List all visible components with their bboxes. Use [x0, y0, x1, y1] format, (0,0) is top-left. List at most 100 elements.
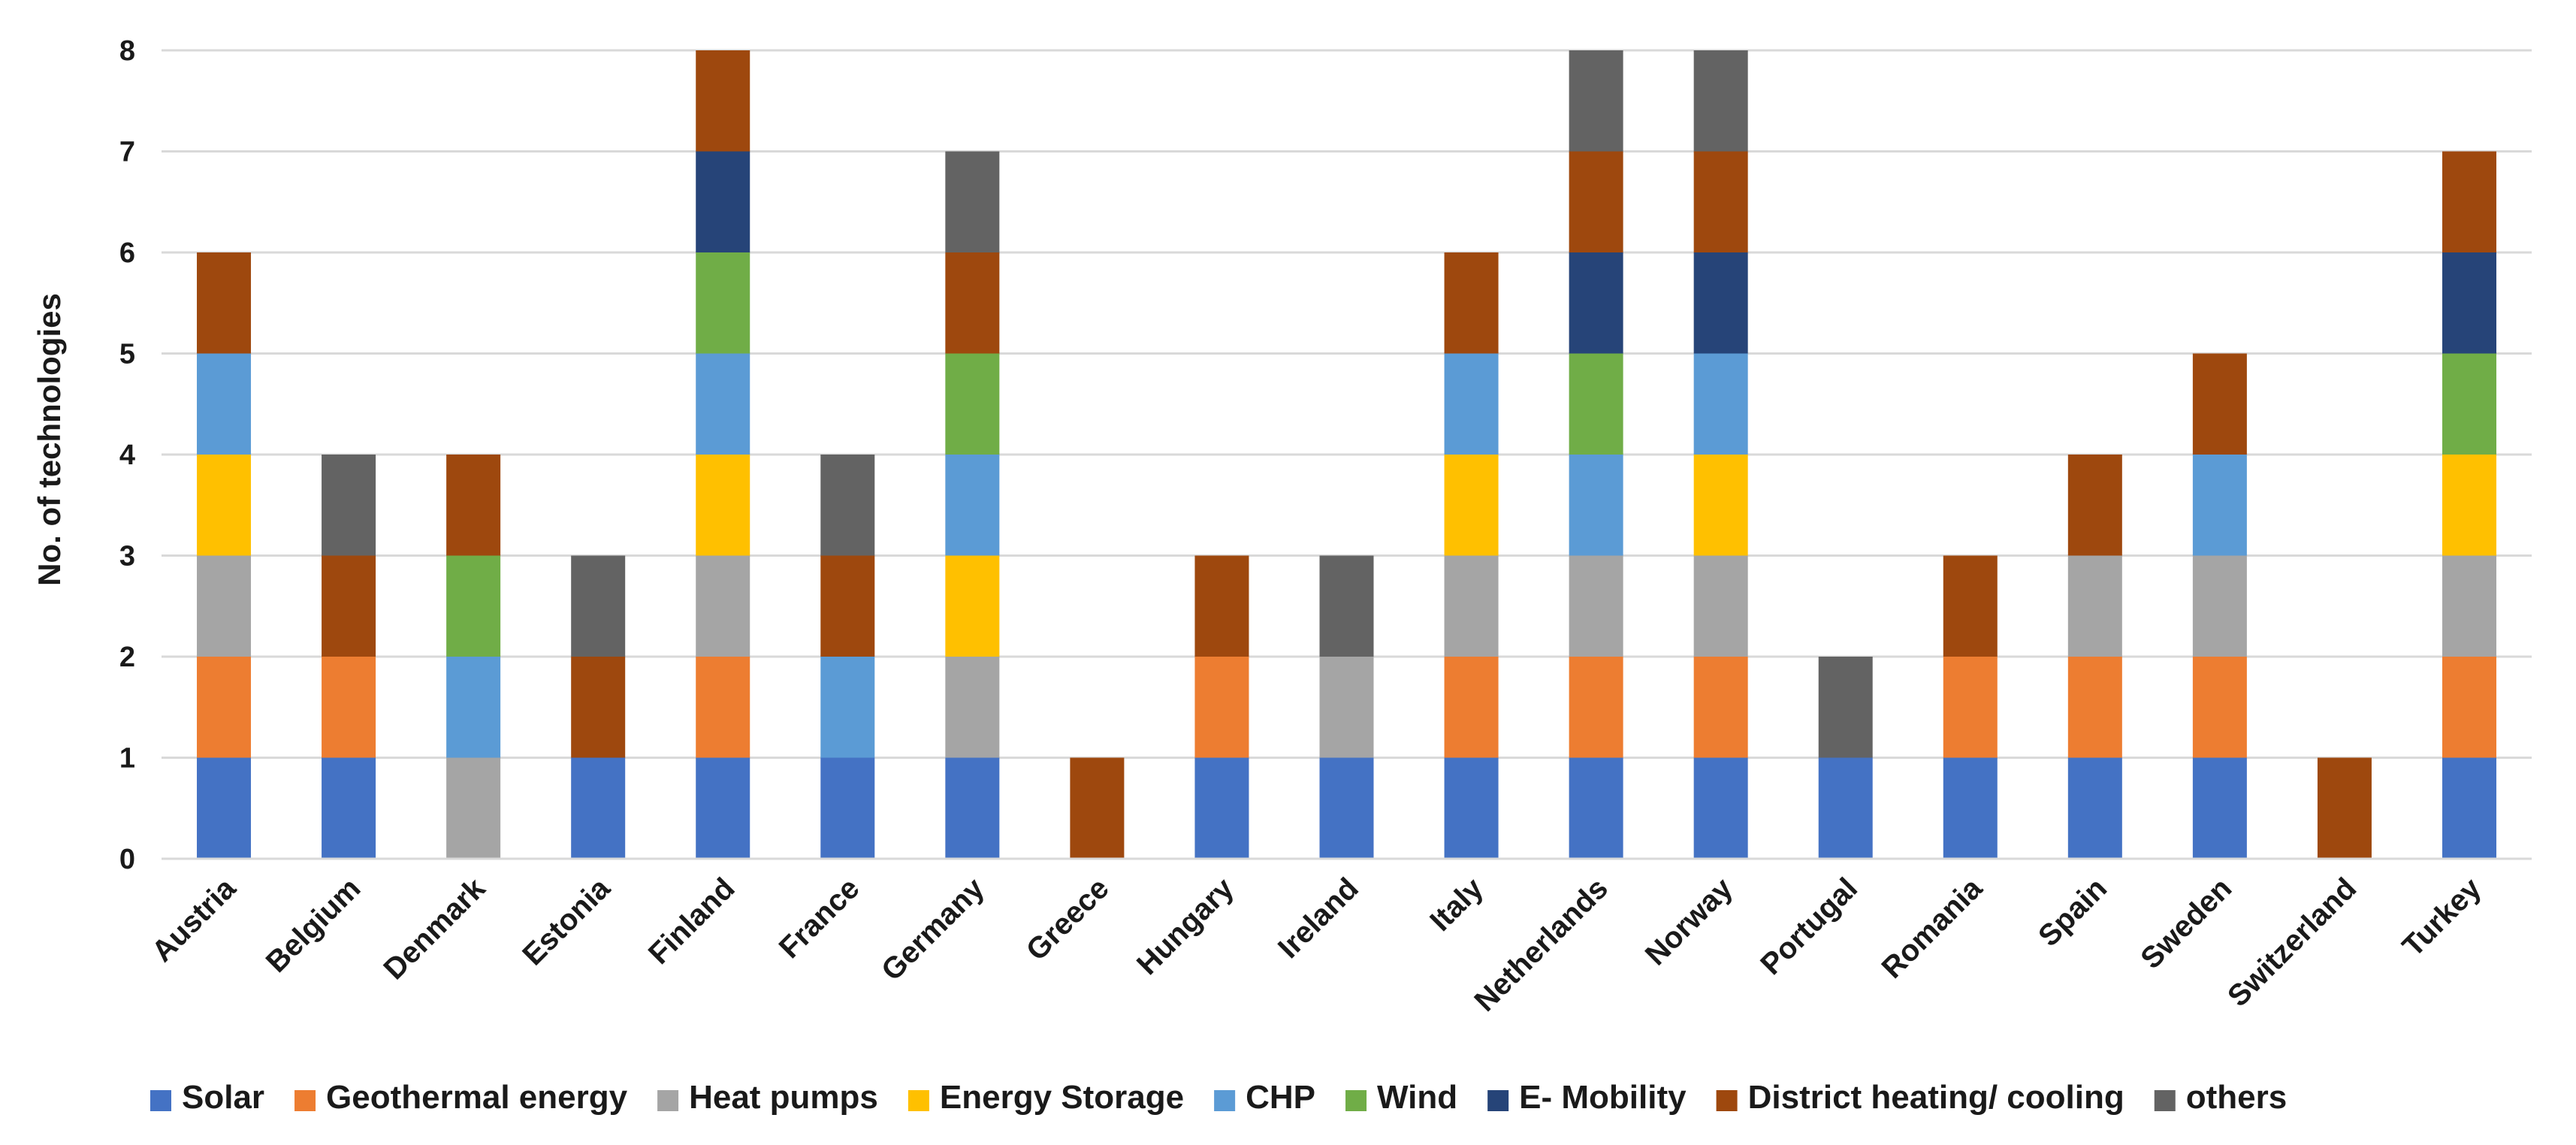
- legend-label: CHP: [1246, 1079, 1315, 1116]
- bar-segment-denmark-2: [446, 757, 501, 859]
- bar-segment-netherlands-2: [1569, 555, 1623, 657]
- y-tick-label: 0: [119, 844, 135, 875]
- bar-segment-hungary-0: [1194, 757, 1249, 859]
- bar-segment-greece-7: [1070, 757, 1125, 859]
- bar-segment-austria-2: [197, 555, 252, 657]
- bar-segment-norway-3: [1693, 455, 1748, 556]
- bar-segment-austria-0: [197, 757, 252, 859]
- bar-segment-portugal-0: [1818, 757, 1873, 859]
- bar-segment-ireland-8: [1319, 555, 1374, 657]
- bar-segment-germany-2: [945, 657, 1000, 758]
- bar-segment-romania-0: [1943, 757, 1998, 859]
- bar-segment-spain-2: [2067, 555, 2122, 657]
- bar-segment-finland-0: [696, 757, 750, 859]
- bar-segment-italy-1: [1444, 657, 1499, 758]
- bar-segment-germany-0: [945, 757, 1000, 859]
- bar-segment-turkey-3: [2442, 455, 2496, 556]
- bar-segment-finland-1: [696, 657, 750, 758]
- legend-label: Heat pumps: [689, 1079, 878, 1116]
- bars: [197, 50, 2496, 859]
- bar-segment-turkey-7: [2442, 151, 2496, 252]
- bar-segment-romania-1: [1943, 657, 1998, 758]
- bar-segment-norway-1: [1693, 657, 1748, 758]
- bar-segment-germany-5: [945, 353, 1000, 455]
- y-tick-label: 2: [119, 642, 135, 673]
- legend-label: Solar: [182, 1079, 264, 1116]
- bar-segment-estonia-0: [571, 757, 626, 859]
- bar-segment-finland-5: [696, 252, 750, 354]
- legend-swatch: [2154, 1090, 2176, 1111]
- bar-segment-netherlands-7: [1569, 151, 1623, 252]
- bar-segment-belgium-8: [322, 455, 376, 556]
- bar-segment-estonia-7: [571, 657, 626, 758]
- y-axis-ticks: 0 1 2 3 4 5 6 7 8: [119, 35, 135, 875]
- bar-segment-norway-4: [1693, 353, 1748, 455]
- bar-segment-turkey-1: [2442, 657, 2496, 758]
- bar-segment-norway-7: [1693, 151, 1748, 252]
- legend-swatch: [294, 1090, 316, 1111]
- bar-segment-austria-7: [197, 252, 252, 354]
- bar-segment-estonia-8: [571, 555, 626, 657]
- bar-segment-finland-3: [696, 455, 750, 556]
- legend-swatch: [907, 1090, 929, 1111]
- bar-segment-sweden-1: [2192, 657, 2247, 758]
- bar-segment-belgium-7: [322, 555, 376, 657]
- legend-label: E- Mobility: [1519, 1079, 1687, 1116]
- legend-swatch: [1345, 1090, 1367, 1111]
- bar-segment-switzerland-7: [2317, 757, 2372, 859]
- legend-label: Energy Storage: [940, 1079, 1184, 1116]
- bar-segment-norway-2: [1693, 555, 1748, 657]
- y-tick-label: 6: [119, 237, 135, 269]
- y-tick-label: 1: [119, 743, 135, 775]
- bar-segment-hungary-7: [1194, 555, 1249, 657]
- bar-segment-ireland-0: [1319, 757, 1374, 859]
- bar-segment-france-8: [820, 455, 875, 556]
- y-tick-label: 5: [119, 339, 135, 370]
- bar-segment-denmark-7: [446, 455, 501, 556]
- bar-segment-sweden-0: [2192, 757, 2247, 859]
- bar-segment-austria-3: [197, 455, 252, 556]
- bar-segment-finland-4: [696, 353, 750, 455]
- bar-segment-norway-8: [1693, 50, 1748, 152]
- bar-segment-austria-4: [197, 353, 252, 455]
- bar-segment-italy-7: [1444, 252, 1499, 354]
- bar-segment-romania-7: [1943, 555, 1998, 657]
- bar-segment-sweden-4: [2192, 455, 2247, 556]
- legend-label: others: [2186, 1079, 2287, 1116]
- y-tick-label: 4: [119, 440, 135, 471]
- legend-swatch: [1716, 1090, 1738, 1111]
- bar-segment-italy-3: [1444, 455, 1499, 556]
- bar-segment-austria-1: [197, 657, 252, 758]
- bar-segment-spain-1: [2067, 657, 2122, 758]
- y-axis-label: No. of technologies: [32, 293, 67, 586]
- y-tick-label: 3: [119, 541, 135, 572]
- bar-segment-italy-0: [1444, 757, 1499, 859]
- legend-swatch: [150, 1090, 171, 1111]
- bar-segment-netherlands-8: [1569, 50, 1623, 152]
- bar-segment-belgium-0: [322, 757, 376, 859]
- bar-segment-denmark-5: [446, 555, 501, 657]
- legend-swatch: [1214, 1090, 1236, 1111]
- bar-segment-germany-8: [945, 151, 1000, 252]
- bar-segment-germany-3: [945, 555, 1000, 657]
- bar-segment-finland-7: [696, 50, 750, 152]
- y-tick-label: 8: [119, 35, 135, 67]
- bar-segment-netherlands-5: [1569, 353, 1623, 455]
- bar-segment-italy-4: [1444, 353, 1499, 455]
- legend-label: Geothermal energy: [326, 1079, 628, 1116]
- bar-segment-finland-2: [696, 555, 750, 657]
- bar-segment-germany-7: [945, 252, 1000, 354]
- bar-segment-norway-0: [1693, 757, 1748, 859]
- bar-segment-france-7: [820, 555, 875, 657]
- bar-segment-sweden-2: [2192, 555, 2247, 657]
- bar-segment-hungary-1: [1194, 657, 1249, 758]
- bar-segment-turkey-6: [2442, 252, 2496, 354]
- bar-segment-portugal-8: [1818, 657, 1873, 758]
- bar-segment-spain-7: [2067, 455, 2122, 556]
- bar-segment-finland-6: [696, 151, 750, 252]
- bar-segment-turkey-5: [2442, 353, 2496, 455]
- y-tick-label: 7: [119, 137, 135, 168]
- legend: Solar Geothermal energy Heat pumps Energy S…: [150, 1079, 2287, 1116]
